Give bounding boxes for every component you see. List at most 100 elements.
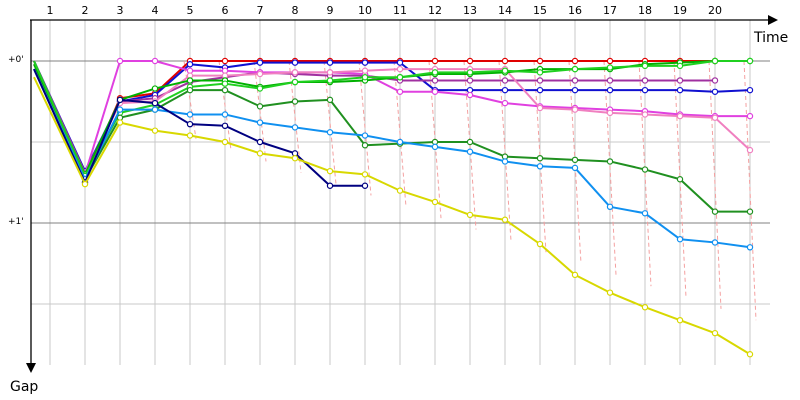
data-point — [606, 109, 614, 117]
data-point — [606, 289, 614, 296]
data-point — [571, 106, 579, 113]
data-point — [536, 163, 544, 170]
data-point — [571, 65, 579, 73]
data-point — [186, 120, 194, 128]
data-point — [151, 106, 159, 113]
data-point — [606, 77, 614, 84]
data-point — [361, 73, 369, 81]
y-tick-label: +0' — [8, 55, 24, 65]
data-point — [396, 138, 404, 146]
data-point — [466, 77, 474, 84]
data-point — [711, 114, 719, 121]
data-point — [221, 111, 229, 118]
x-tick-label: 19 — [673, 4, 687, 17]
data-point — [746, 244, 754, 251]
axis-layer: Time Gap — [10, 15, 788, 395]
data-point — [151, 127, 159, 134]
data-point — [116, 57, 124, 65]
data-point — [606, 86, 614, 94]
data-point — [501, 77, 509, 84]
data-point — [361, 59, 369, 66]
data-point — [431, 69, 439, 76]
data-point — [116, 119, 124, 126]
data-point — [221, 86, 229, 94]
x-tick-label: 17 — [603, 4, 617, 17]
data-point — [291, 69, 299, 76]
lap-divider — [183, 60, 197, 139]
data-point — [326, 69, 334, 76]
data-point — [116, 106, 124, 113]
data-point — [571, 271, 579, 279]
data-point — [711, 77, 719, 84]
lap-divider — [638, 60, 652, 287]
lap-divider — [288, 60, 302, 173]
data-point — [396, 88, 404, 95]
lap-divider — [603, 60, 617, 275]
data-point — [501, 67, 509, 74]
lap-divider — [708, 60, 722, 309]
data-point — [326, 59, 334, 66]
x-tick-label: 15 — [533, 4, 547, 17]
data-point — [256, 59, 264, 66]
data-point — [361, 171, 369, 178]
x-tick-label: 8 — [292, 4, 299, 17]
x-tick-label: 7 — [257, 4, 264, 17]
data-point — [501, 158, 509, 165]
data-point — [606, 203, 614, 210]
data-point — [536, 240, 544, 248]
data-point — [256, 150, 264, 157]
data-point — [571, 156, 579, 164]
x-tick-label: 20 — [708, 4, 722, 17]
data-point — [641, 111, 649, 118]
data-point — [221, 138, 229, 146]
x-tick-label: 10 — [358, 4, 372, 17]
lap-divider — [743, 60, 757, 321]
data-point — [186, 61, 194, 68]
data-point — [466, 57, 474, 65]
data-point — [221, 122, 229, 130]
data-point — [221, 80, 229, 87]
data-point — [746, 57, 754, 65]
lap-divider — [533, 60, 547, 253]
data-point — [361, 67, 369, 74]
data-point — [641, 86, 649, 94]
data-point — [536, 104, 544, 112]
x-tick-label: 14 — [498, 4, 512, 17]
series-layer — [33, 57, 754, 358]
x-tick-label: 4 — [152, 4, 159, 17]
data-point — [396, 59, 404, 66]
data-point — [361, 182, 369, 189]
data-point — [746, 112, 754, 120]
lap-divider — [253, 60, 267, 162]
data-point — [711, 239, 719, 246]
data-point — [291, 98, 299, 105]
x-tick-label: 13 — [463, 4, 477, 17]
x-tick-label: 6 — [222, 4, 229, 17]
data-point — [326, 182, 334, 189]
data-point — [501, 86, 509, 94]
data-point — [676, 77, 684, 84]
data-point — [466, 69, 474, 76]
data-point — [186, 132, 194, 139]
data-point — [641, 62, 649, 70]
tick-layer: 1 2 3 4 5 6 7 8 9 10 11 12 13 14 15 16 17 18 19 20+0'+1' — [8, 4, 722, 227]
data-point — [186, 77, 194, 84]
x-tick-label: 18 — [638, 4, 652, 17]
data-point — [256, 138, 264, 146]
data-point — [746, 351, 754, 358]
data-point — [536, 57, 544, 65]
data-point — [571, 57, 579, 65]
x-axis-arrow-icon — [768, 15, 778, 25]
data-point — [571, 77, 579, 84]
x-tick-label: 11 — [393, 4, 407, 17]
data-point — [326, 129, 334, 136]
data-point — [326, 77, 334, 84]
data-point — [361, 142, 369, 149]
y-tick-label: +1' — [8, 217, 24, 227]
x-tick-label: 1 — [47, 4, 54, 17]
data-point — [291, 124, 299, 131]
lap-divider — [393, 60, 407, 207]
series-line — [33, 76, 751, 356]
data-point — [676, 62, 684, 70]
